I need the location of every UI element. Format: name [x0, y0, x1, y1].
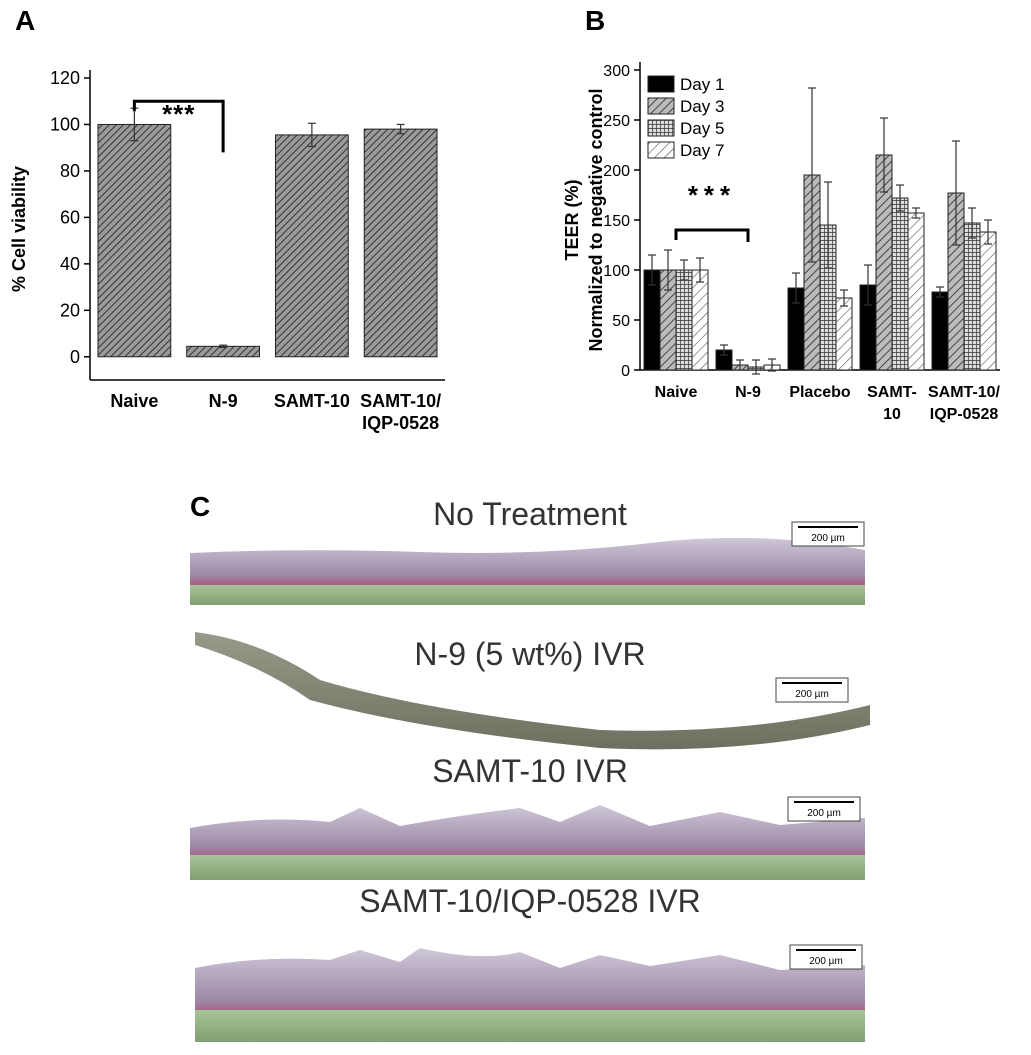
y-tick-label: 250	[603, 113, 630, 130]
bar	[274, 134, 349, 358]
x-tick-label: N-9	[209, 391, 238, 411]
y-tick-label: 120	[50, 68, 80, 88]
x-tick-label: SAMT-10/IQP-0528	[360, 391, 441, 433]
bar	[907, 212, 925, 371]
y-tick-label: 50	[612, 313, 630, 330]
panel-label: A	[15, 5, 35, 36]
legend-label: Day 1	[680, 75, 724, 94]
y-tick-label: 300	[603, 63, 630, 80]
y-tick-label: 20	[60, 300, 80, 320]
x-tick-label: Naive	[655, 384, 698, 401]
legend-label: Day 3	[680, 97, 724, 116]
legend-swatch	[647, 141, 675, 159]
bar	[97, 123, 172, 358]
panel-label: C	[190, 491, 210, 522]
y-tick-label: 0	[621, 363, 630, 380]
scale-label: 200 µm	[807, 808, 841, 819]
legend-swatch	[647, 75, 675, 93]
section-title: SAMT-10 IVR	[432, 753, 628, 789]
y-tick-label: 80	[60, 161, 80, 181]
significance-label: ***	[688, 180, 736, 210]
legend-swatch	[647, 119, 675, 137]
bar	[363, 128, 438, 358]
bar	[891, 197, 909, 371]
bar	[931, 291, 949, 371]
significance-label: ***	[162, 99, 195, 129]
x-tick-label: SAMT-10	[867, 384, 917, 423]
legend-label: Day 7	[680, 141, 724, 160]
tissue-stroma	[190, 855, 865, 880]
y-axis-label: Normalized to negative control	[586, 88, 606, 351]
y-tick-label: 150	[603, 213, 630, 230]
y-axis-label: % Cell viability	[9, 166, 29, 292]
y-tick-label: 100	[50, 114, 80, 134]
x-tick-label: SAMT-10/IQP-0528	[928, 384, 1001, 423]
tissue-image	[195, 632, 870, 750]
x-tick-label: Naive	[110, 391, 158, 411]
section-title: SAMT-10/IQP-0528 IVR	[359, 883, 700, 919]
panel-label: B	[585, 5, 605, 36]
y-tick-label: 100	[603, 263, 630, 280]
x-tick-label: N-9	[735, 384, 761, 401]
y-tick-label: 200	[603, 163, 630, 180]
bar	[963, 222, 981, 371]
bar	[691, 269, 709, 371]
y-tick-label: 60	[60, 207, 80, 227]
scale-label: 200 µm	[811, 533, 845, 544]
section-title: No Treatment	[433, 496, 627, 532]
x-tick-label: Placebo	[789, 384, 851, 401]
y-tick-label: 40	[60, 254, 80, 274]
scale-label: 200 µm	[809, 956, 843, 967]
y-tick-label: 0	[70, 347, 80, 367]
scale-bars	[782, 526, 858, 951]
x-tick-label: SAMT-10	[274, 391, 350, 411]
legend-swatch	[647, 97, 675, 115]
significance-bracket	[674, 228, 750, 242]
section-title: N-9 (5 wt%) IVR	[414, 636, 645, 672]
bar	[675, 269, 693, 371]
legend-label: Day 5	[680, 119, 724, 138]
tissue-stroma	[190, 585, 865, 605]
histology-panel: C No Treatment N-9 (5 wt%) IVR SAMT-10 I…	[190, 491, 870, 1042]
significance-bracket	[132, 99, 225, 153]
bar	[979, 231, 997, 371]
bar	[835, 297, 853, 371]
scale-label: 200 µm	[795, 689, 829, 700]
tissue-stroma	[195, 1010, 865, 1042]
y-axis-label: TEER (%)	[562, 179, 582, 260]
